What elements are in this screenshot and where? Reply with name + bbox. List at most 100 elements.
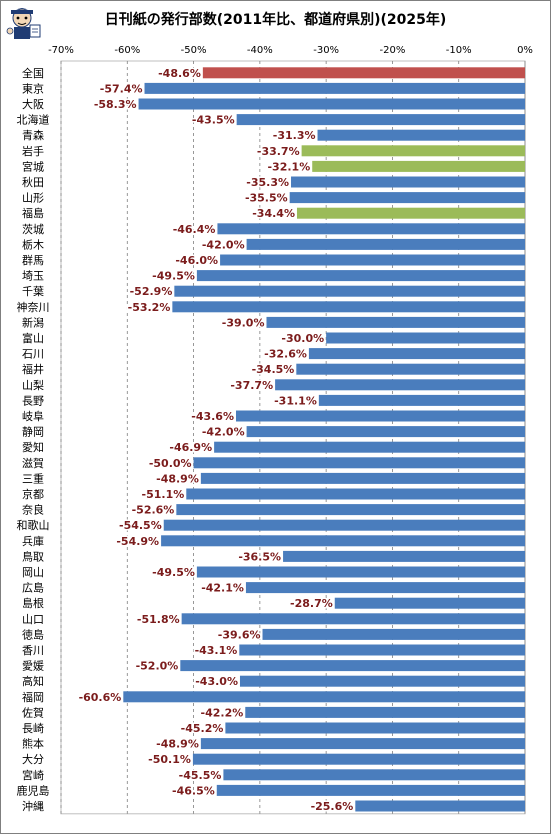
bar <box>196 566 525 578</box>
value-label: -42.0% <box>202 426 245 439</box>
category-label: 愛知 <box>22 440 44 454</box>
category-label: 青森 <box>22 128 44 142</box>
bar <box>200 472 525 484</box>
value-label: -43.6% <box>191 410 234 423</box>
bar <box>176 504 525 516</box>
bar <box>180 660 526 672</box>
bar <box>245 706 525 718</box>
value-label: -49.5% <box>152 566 195 579</box>
value-label: -43.0% <box>195 675 238 688</box>
value-label: -25.6% <box>311 800 354 813</box>
value-label: -39.6% <box>218 628 261 641</box>
x-tick-label: -10% <box>446 45 472 56</box>
category-label: 三重 <box>22 471 44 485</box>
category-label: 高知 <box>22 674 44 688</box>
bar <box>245 582 526 594</box>
value-label: -43.1% <box>195 644 238 657</box>
value-label: -31.1% <box>274 394 317 407</box>
value-label: -60.6% <box>79 691 122 704</box>
bar <box>275 379 525 391</box>
category-label: 熊本 <box>22 737 44 751</box>
category-label: 東京 <box>22 81 44 95</box>
value-label: -49.5% <box>152 270 195 283</box>
category-label: 富山 <box>22 331 44 345</box>
value-label: -48.6% <box>158 67 201 80</box>
bar <box>301 145 525 157</box>
bar <box>334 597 525 609</box>
category-label: 香川 <box>22 644 44 657</box>
value-label: -34.5% <box>252 363 295 376</box>
category-label: 京都 <box>22 487 44 501</box>
bar <box>239 675 525 687</box>
value-label: -53.2% <box>128 301 171 314</box>
value-label: -33.7% <box>257 145 300 158</box>
category-label: 千葉 <box>22 284 44 298</box>
category-label: 愛媛 <box>22 659 44 673</box>
value-label: -36.5% <box>238 550 281 563</box>
value-label: -30.0% <box>281 332 324 345</box>
bar <box>266 316 525 328</box>
value-label: -35.3% <box>246 176 289 189</box>
bar <box>186 488 525 500</box>
bar <box>246 238 525 250</box>
category-label: 岐阜 <box>22 410 44 423</box>
category-label: 大阪 <box>22 97 44 111</box>
bar <box>181 613 525 625</box>
value-label: -42.0% <box>202 238 245 251</box>
bar <box>192 753 525 765</box>
x-tick-label: -40% <box>247 45 273 56</box>
bar <box>318 394 525 406</box>
category-label: 広島 <box>22 581 44 595</box>
bar <box>123 691 526 703</box>
category-label: 福岡 <box>22 690 44 704</box>
value-label: -32.1% <box>267 160 310 173</box>
value-label: -57.4% <box>100 82 143 95</box>
value-label: -50.1% <box>148 753 191 766</box>
bar <box>236 114 525 126</box>
category-label: 全国 <box>22 66 44 80</box>
value-label: -32.6% <box>264 348 307 361</box>
bar <box>174 285 525 297</box>
bar <box>172 301 526 313</box>
bar <box>223 769 525 781</box>
mascot-logo <box>6 8 41 39</box>
bar <box>262 628 525 640</box>
category-label: 島根 <box>22 596 44 610</box>
bar <box>144 82 525 94</box>
category-label: 宮城 <box>22 159 44 173</box>
bar <box>138 98 525 110</box>
x-tick-label: -30% <box>313 45 339 56</box>
category-label: 鳥取 <box>22 549 44 563</box>
value-label: -54.5% <box>119 519 162 532</box>
bar <box>355 800 525 812</box>
category-label: 長崎 <box>22 721 44 735</box>
bar <box>317 129 525 141</box>
value-label: -46.4% <box>173 223 216 236</box>
category-label: 福島 <box>22 206 44 220</box>
category-label: 栃木 <box>22 237 44 251</box>
category-label: 秋田 <box>22 175 44 189</box>
category-label: 山梨 <box>22 378 44 392</box>
bar <box>308 348 525 360</box>
bar <box>196 270 525 282</box>
value-label: -50.0% <box>149 457 192 470</box>
x-tick-label: 0% <box>517 45 533 56</box>
bar <box>326 332 525 344</box>
bar <box>283 550 525 562</box>
bar <box>202 67 525 79</box>
bar <box>225 722 526 734</box>
value-label: -51.8% <box>137 613 180 626</box>
category-label: 奈良 <box>22 503 44 517</box>
bar <box>239 644 525 656</box>
value-label: -46.0% <box>175 254 218 267</box>
category-label: 山口 <box>22 613 44 626</box>
category-label: 石川 <box>22 348 44 361</box>
value-label: -46.5% <box>172 784 215 797</box>
category-label: 兵庫 <box>22 534 44 548</box>
category-label: 大分 <box>22 752 44 766</box>
value-label: -34.4% <box>252 207 295 220</box>
value-label: -39.0% <box>222 316 265 329</box>
x-tick-label: -70% <box>48 45 74 56</box>
value-label: -42.2% <box>201 706 244 719</box>
bar <box>291 176 525 188</box>
